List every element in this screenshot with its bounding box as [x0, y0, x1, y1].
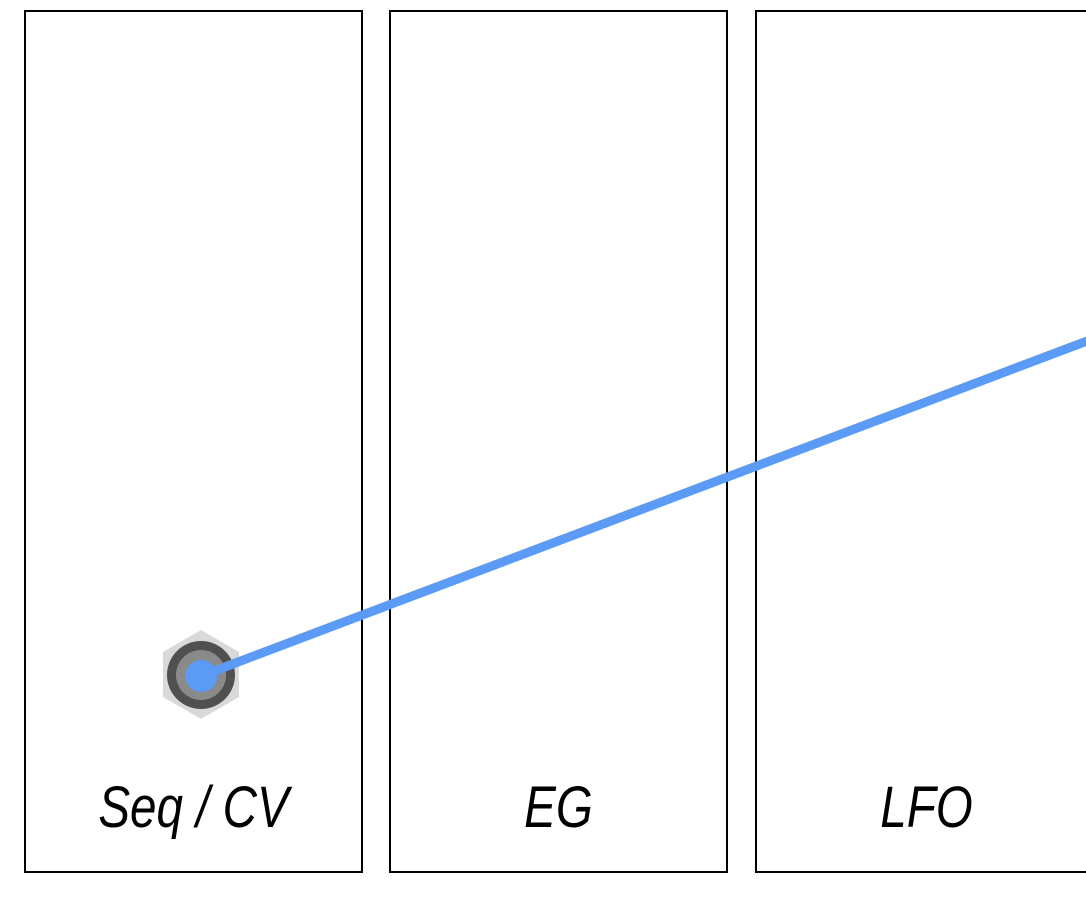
module-eg: EG [389, 10, 728, 873]
module-label-seq-cv: Seq / CV [98, 775, 289, 840]
patch-cable[interactable] [196, 336, 1086, 681]
cable-plug-end[interactable] [185, 660, 217, 692]
module-seq-cv: Seq / CV [24, 10, 363, 873]
module-lfo: LFO [755, 10, 1086, 873]
module-label-lfo: LFO [880, 775, 973, 840]
module-label-eg: EG [524, 775, 593, 840]
